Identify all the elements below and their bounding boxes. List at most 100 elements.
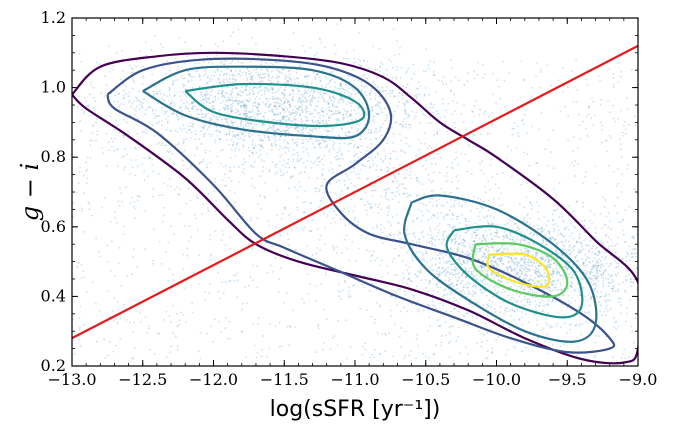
- scatter-point: [430, 146, 433, 149]
- scatter-point: [249, 276, 252, 279]
- scatter-point: [495, 339, 497, 341]
- scatter-point: [325, 77, 328, 79]
- scatter-point: [473, 231, 476, 234]
- scatter-point: [138, 312, 141, 314]
- scatter-point: [534, 300, 536, 303]
- scatter-point: [446, 270, 449, 273]
- scatter-point: [320, 41, 323, 44]
- scatter-point: [542, 309, 545, 312]
- scatter-point: [257, 322, 260, 325]
- scatter-point: [602, 242, 604, 245]
- scatter-point: [298, 131, 301, 134]
- scatter-point: [245, 107, 248, 110]
- scatter-point: [604, 251, 606, 254]
- scatter-point: [497, 290, 500, 293]
- scatter-point: [555, 249, 558, 252]
- scatter-point: [257, 102, 260, 105]
- scatter-point: [495, 292, 498, 294]
- scatter-point: [209, 234, 211, 237]
- scatter-point: [575, 267, 578, 270]
- scatter-point: [491, 301, 493, 303]
- scatter-point: [271, 136, 273, 139]
- scatter-point: [152, 187, 154, 190]
- scatter-point: [550, 253, 553, 256]
- scatter-point: [314, 146, 316, 149]
- scatter-point: [275, 77, 278, 79]
- scatter-point: [261, 123, 264, 126]
- scatter-point: [237, 126, 239, 128]
- scatter-point: [376, 113, 379, 116]
- scatter-point: [540, 256, 543, 259]
- scatter-point: [553, 228, 556, 230]
- scatter-point: [616, 288, 619, 291]
- scatter-point: [153, 353, 156, 355]
- scatter-point: [546, 303, 549, 306]
- scatter-point: [203, 99, 205, 101]
- scatter-point: [193, 75, 196, 78]
- scatter-point: [550, 290, 552, 293]
- scatter-point: [532, 259, 535, 262]
- scatter-point: [408, 116, 410, 118]
- scatter-point: [213, 74, 216, 77]
- scatter-point: [611, 287, 613, 290]
- scatter-point: [248, 243, 250, 246]
- scatter-point: [482, 237, 485, 240]
- scatter-point: [600, 295, 602, 298]
- scatter-point: [128, 91, 131, 94]
- scatter-point: [336, 246, 339, 248]
- scatter-point: [343, 238, 346, 241]
- scatter-point: [439, 286, 442, 289]
- scatter-point: [330, 71, 333, 74]
- scatter-point: [196, 113, 199, 115]
- scatter-point: [606, 139, 608, 142]
- scatter-point: [420, 271, 422, 274]
- scatter-point: [458, 242, 460, 245]
- scatter-point: [485, 191, 487, 194]
- scatter-point: [187, 125, 190, 127]
- scatter-point: [474, 231, 476, 234]
- scatter-point: [541, 253, 543, 256]
- scatter-point: [411, 110, 414, 113]
- scatter-point: [90, 83, 93, 86]
- scatter-point: [578, 113, 580, 116]
- scatter-point: [578, 235, 581, 238]
- scatter-point: [277, 76, 279, 79]
- scatter-point: [239, 70, 242, 72]
- scatter-point: [458, 326, 460, 329]
- scatter-point: [388, 92, 391, 95]
- scatter-point: [200, 143, 203, 145]
- scatter-point: [492, 260, 495, 263]
- scatter-point: [556, 273, 559, 275]
- scatter-point: [251, 323, 254, 325]
- scatter-point: [75, 191, 78, 194]
- scatter-point: [319, 114, 321, 117]
- scatter-point: [338, 147, 341, 150]
- scatter-point: [145, 109, 148, 111]
- scatter-point: [505, 235, 508, 238]
- scatter-point: [177, 324, 180, 326]
- scatter-point: [526, 263, 529, 266]
- scatter-point: [296, 126, 299, 129]
- scatter-point: [125, 93, 127, 95]
- scatter-point: [207, 61, 210, 64]
- scatter-point: [404, 103, 406, 106]
- scatter-point: [596, 272, 599, 274]
- scatter-point: [473, 292, 475, 295]
- scatter-point: [593, 287, 596, 290]
- scatter-point: [179, 106, 182, 109]
- scatter-point: [276, 81, 279, 84]
- scatter-point: [609, 111, 611, 114]
- scatter-point: [465, 218, 467, 220]
- scatter-point: [502, 263, 505, 265]
- scatter-point: [451, 213, 454, 216]
- scatter-point: [267, 119, 269, 122]
- scatter-point: [268, 347, 271, 350]
- scatter-point: [392, 115, 395, 118]
- scatter-point: [394, 247, 396, 250]
- scatter-point: [448, 271, 451, 274]
- scatter-point: [583, 262, 585, 264]
- scatter-point: [370, 260, 372, 263]
- scatter-point: [571, 263, 574, 266]
- scatter-point: [485, 248, 487, 251]
- scatter-point: [218, 81, 221, 83]
